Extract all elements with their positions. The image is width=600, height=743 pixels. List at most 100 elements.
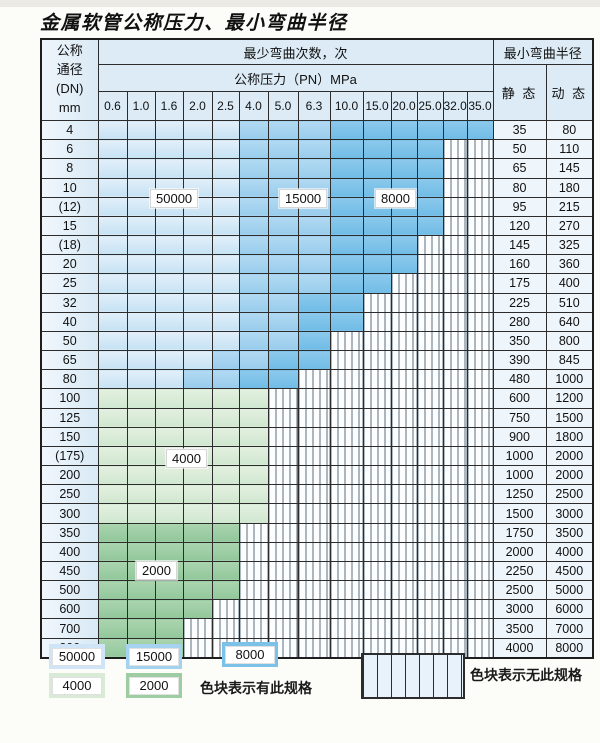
no-spec-cell xyxy=(362,292,392,313)
spec-cell-50000 xyxy=(97,215,128,237)
no-spec-cell xyxy=(466,330,494,352)
no-spec-cell xyxy=(416,254,444,275)
dn-header-line: 通径 xyxy=(56,62,83,78)
spec-cell-2000 xyxy=(182,560,213,582)
spec-cell-4000 xyxy=(211,426,240,447)
dn-cell: 4 xyxy=(40,119,99,141)
spec-cell-15000 xyxy=(238,177,269,198)
spec-cell-8000 xyxy=(329,139,364,160)
dynamic-value-cell: 360 xyxy=(545,254,594,275)
no-spec-cell xyxy=(466,445,494,467)
static-value-cell: 65 xyxy=(492,158,547,179)
spec-cell-8000 xyxy=(390,235,418,256)
spec-cell-2000 xyxy=(126,599,156,620)
no-spec-cell xyxy=(362,311,392,332)
spec-cell-50000 xyxy=(211,139,240,160)
spec-cell-15000 xyxy=(297,139,331,160)
pressure-column-header: 5.0 xyxy=(267,91,299,121)
spec-cell-15000 xyxy=(297,235,331,256)
spec-cell-8000 xyxy=(267,369,299,390)
no-spec-cell xyxy=(466,177,494,198)
no-spec-cell xyxy=(267,541,299,562)
spec-cell-50000 xyxy=(97,139,128,160)
no-spec-cell xyxy=(267,388,299,409)
dynamic-value-cell: 6000 xyxy=(545,599,594,620)
spec-cell-4000 xyxy=(211,407,240,428)
no-spec-cell xyxy=(466,541,494,562)
no-spec-cell xyxy=(267,560,299,582)
pressure-column-header: 25.0 xyxy=(416,91,444,121)
spec-cell-50000 xyxy=(211,330,240,352)
spec-cell-15000 xyxy=(238,311,269,332)
spec-cell-8000 xyxy=(416,177,444,198)
static-value-cell: 175 xyxy=(492,273,547,294)
table-row: 250 1250 2500 xyxy=(40,484,594,505)
no-spec-cell xyxy=(211,599,240,620)
legend-label-50000: 50000 xyxy=(52,647,102,666)
static-value-cell: 160 xyxy=(492,254,547,275)
no-spec-cell xyxy=(466,618,494,639)
spec-cell-4000 xyxy=(238,426,269,447)
no-spec-cell xyxy=(466,350,494,371)
spec-cell-4000 xyxy=(97,445,128,467)
spec-cell-4000 xyxy=(126,445,156,467)
spec-cell-4000 xyxy=(238,503,269,524)
no-spec-cell xyxy=(182,637,213,659)
no-spec-cell xyxy=(466,580,494,601)
spec-cell-50000 xyxy=(211,311,240,332)
legend-label-15000: 15000 xyxy=(129,647,179,666)
dynamic-value-cell: 400 xyxy=(545,273,594,294)
spec-cell-4000 xyxy=(97,388,128,409)
spec-cell-50000 xyxy=(154,139,184,160)
pressure-column-header: 32.0 xyxy=(442,91,468,121)
no-spec-cell xyxy=(442,254,468,275)
dynamic-value-cell: 180 xyxy=(545,177,594,198)
no-spec-cell xyxy=(442,177,468,198)
spec-cell-2000 xyxy=(97,560,128,582)
static-value-cell: 80 xyxy=(492,177,547,198)
dn-cell: 250 xyxy=(40,484,99,505)
spec-cell-50000 xyxy=(126,292,156,313)
dynamic-value-cell: 1800 xyxy=(545,426,594,447)
spec-cell-50000 xyxy=(182,311,213,332)
no-spec-cell xyxy=(329,426,364,447)
no-spec-cell xyxy=(442,560,468,582)
no-spec-cell xyxy=(329,560,364,582)
no-spec-cell xyxy=(442,618,468,639)
spec-cell-15000 xyxy=(238,235,269,256)
no-spec-cell xyxy=(416,599,444,620)
spec-cell-2000 xyxy=(154,599,184,620)
dynamic-value-cell: 145 xyxy=(545,158,594,179)
dn-cell: (175) xyxy=(40,445,99,467)
no-spec-cell xyxy=(238,522,269,543)
spec-cell-50000 xyxy=(154,158,184,179)
no-spec-cell xyxy=(466,139,494,160)
spec-cell-4000 xyxy=(238,407,269,428)
table-row: 15 120 270 xyxy=(40,215,594,237)
spec-cell-15000 xyxy=(267,311,299,332)
spec-cell-2000 xyxy=(211,560,240,582)
no-spec-cell xyxy=(329,503,364,524)
spec-cell-50000 xyxy=(97,292,128,313)
spec-cell-50000 xyxy=(126,273,156,294)
spec-cell-15000 xyxy=(267,119,299,141)
pressure-column-header: 4.0 xyxy=(238,91,269,121)
no-spec-cell xyxy=(238,541,269,562)
spec-cell-4000 xyxy=(238,445,269,467)
spec-cell-50000 xyxy=(211,273,240,294)
spec-cell-8000 xyxy=(362,119,392,141)
no-spec-cell xyxy=(297,580,331,601)
dn-cell: 32 xyxy=(40,292,99,313)
spec-cell-50000 xyxy=(97,158,128,179)
no-spec-cell xyxy=(329,541,364,562)
no-spec-cell xyxy=(238,618,269,639)
spec-cell-8000 xyxy=(297,350,331,371)
dn-cell: 50 xyxy=(40,330,99,352)
spec-cell-8000 xyxy=(329,273,364,294)
no-spec-cell xyxy=(362,618,392,639)
no-spec-cell xyxy=(466,235,494,256)
spec-cell-50000 xyxy=(154,350,184,371)
spec-cell-50000 xyxy=(211,158,240,179)
spec-cell-8000 xyxy=(416,158,444,179)
spec-cell-4000 xyxy=(238,484,269,505)
